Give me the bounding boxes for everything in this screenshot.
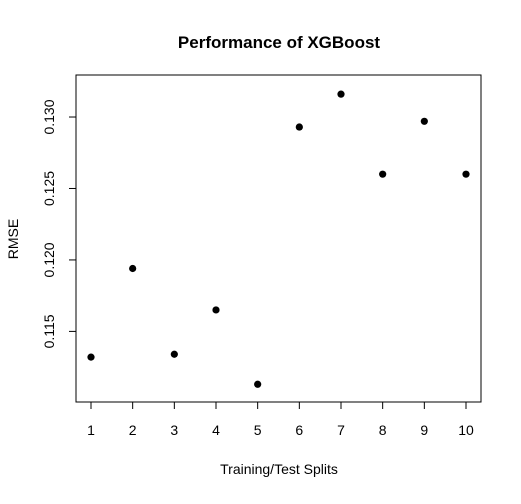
x-tick-label: 4 <box>212 422 220 438</box>
x-tick-label: 7 <box>337 422 345 438</box>
x-tick-label: 2 <box>129 422 137 438</box>
plot-frame <box>75 74 482 403</box>
x-tick-label: 8 <box>379 422 387 438</box>
y-tick-label: 0.115 <box>41 314 57 348</box>
data-point <box>254 380 262 388</box>
data-point <box>462 170 470 178</box>
x-tick-label: 5 <box>254 422 262 438</box>
data-point <box>212 306 220 314</box>
data-point <box>337 90 345 98</box>
data-point <box>170 350 178 358</box>
x-axis: 1 2 3 4 5 6 7 8 9 10 <box>87 401 474 438</box>
x-tick-label: 3 <box>170 422 178 438</box>
data-point <box>87 353 95 361</box>
y-axis-label: RMSE <box>5 219 21 259</box>
data-point <box>420 117 428 125</box>
x-tick-label: 6 <box>295 422 303 438</box>
x-tick-label: 10 <box>458 422 474 438</box>
x-tick-label: 9 <box>420 422 428 438</box>
x-tick-label: 1 <box>87 422 95 438</box>
data-points <box>87 90 470 388</box>
data-point <box>129 264 137 273</box>
chart-title: Performance of XGBoost <box>178 33 380 52</box>
y-axis: 0.115 0.120 0.125 0.130 <box>41 99 77 348</box>
y-tick-label: 0.125 <box>41 171 57 206</box>
y-tick-label: 0.120 <box>41 242 57 277</box>
data-point <box>295 123 303 131</box>
x-axis-label: Training/Test Splits <box>220 461 338 477</box>
data-point <box>379 170 387 178</box>
y-tick-label: 0.130 <box>41 99 57 134</box>
